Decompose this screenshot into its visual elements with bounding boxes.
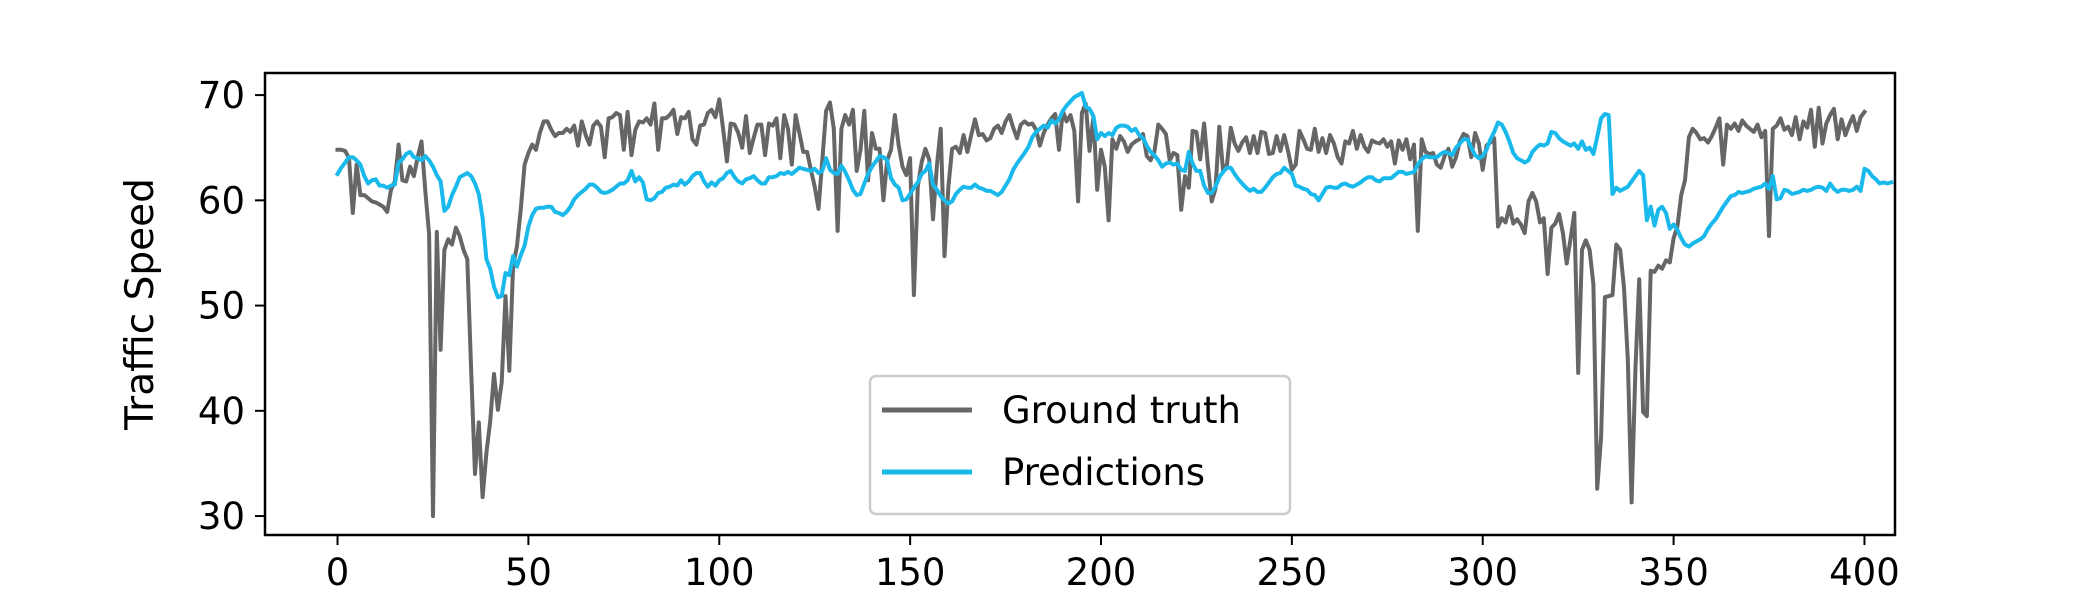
y-axis-label: Traffic Speed [118, 178, 163, 431]
legend-box [868, 374, 1292, 516]
y-tick-label: 70 [198, 74, 245, 117]
legend: Ground truth Predictions [868, 374, 1292, 516]
y-tick-label: 30 [198, 495, 245, 538]
x-tick-label: 150 [875, 551, 946, 594]
y-axis: 30 40 50 60 70 [198, 74, 265, 538]
x-tick-label: 250 [1257, 551, 1328, 594]
y-tick-label: 60 [198, 179, 245, 222]
series-layer [334, 91, 1894, 519]
x-tick-label: 400 [1829, 551, 1900, 594]
x-tick-label: 0 [326, 551, 350, 594]
y-tick-label: 40 [198, 390, 245, 433]
x-tick-label: 100 [684, 551, 755, 594]
series-line-predictions [334, 91, 1894, 300]
x-tick-label: 50 [505, 551, 552, 594]
x-axis: 0 50 100 150 200 250 300 350 400 [326, 535, 1900, 594]
plot-frame [263, 71, 1897, 537]
legend-label-ground-truth: Ground truth [1002, 389, 1241, 432]
x-tick-label: 300 [1447, 551, 1518, 594]
x-tick-label: 350 [1638, 551, 1709, 594]
x-tick-label: 200 [1066, 551, 1137, 594]
legend-label-predictions: Predictions [1002, 451, 1205, 494]
series-line-ground-truth [335, 97, 1868, 519]
y-tick-label: 50 [198, 285, 245, 328]
